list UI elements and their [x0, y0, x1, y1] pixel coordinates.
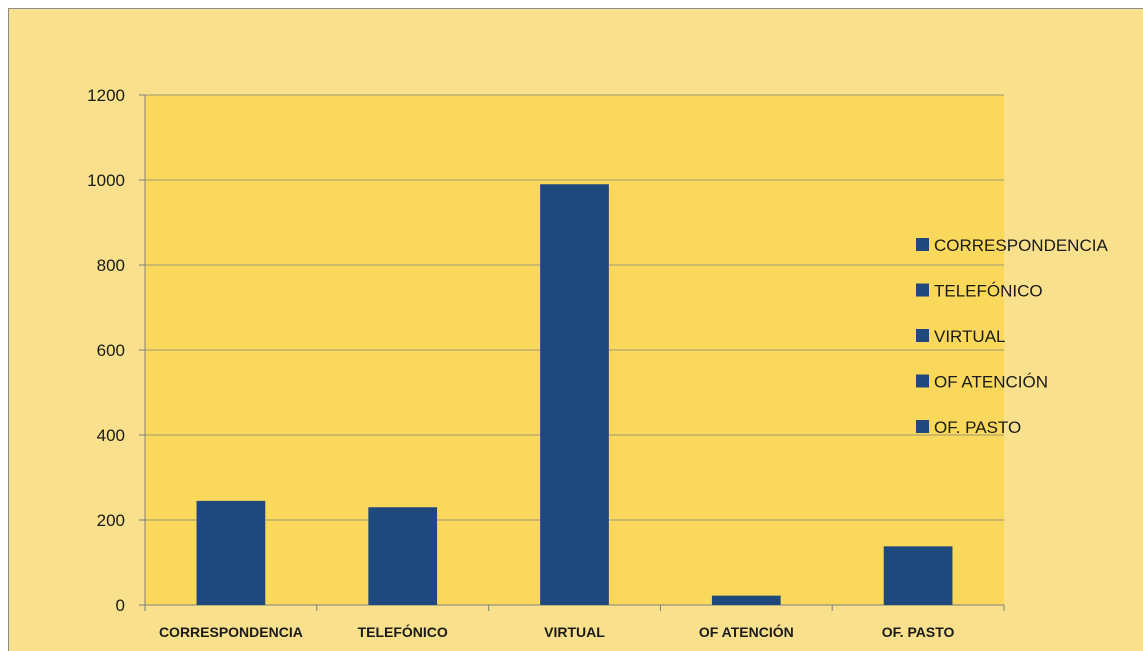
- legend: CORRESPONDENCIA TELEFÓNICO VIRTUAL OF ATENC…: [916, 236, 1108, 437]
- legend-label: TELEFÓNICO: [934, 282, 1043, 301]
- y-tick-label: 1200: [87, 86, 125, 105]
- legend-swatch: [916, 238, 929, 251]
- bar: [368, 507, 438, 605]
- y-tick-label: 200: [97, 511, 125, 530]
- bars: [196, 184, 953, 605]
- legend-swatch: [916, 329, 929, 342]
- x-category-label: OF. PASTO: [882, 624, 955, 640]
- y-tick-label: 600: [97, 341, 125, 360]
- x-axis-labels: CORRESPONDENCIA TELEFÓNICO VIRTUAL OF ATENC…: [159, 623, 955, 640]
- legend-label: VIRTUAL: [934, 327, 1006, 346]
- bar: [196, 500, 266, 605]
- y-tick-label: 400: [97, 426, 125, 445]
- y-axis-ticks: 0 200 400 600 800 1000 1200: [87, 86, 145, 615]
- x-category-label: VIRTUAL: [544, 624, 605, 640]
- y-tick-label: 0: [116, 596, 125, 615]
- y-tick-label: 800: [97, 256, 125, 275]
- bar: [883, 546, 953, 605]
- legend-swatch: [916, 283, 929, 297]
- legend-swatch: [916, 420, 929, 433]
- x-category-label: OF ATENCIÓN: [699, 623, 794, 640]
- legend-swatch: [916, 374, 929, 388]
- legend-label: CORRESPONDENCIA: [934, 236, 1108, 255]
- y-tick-label: 1000: [87, 171, 125, 190]
- legend-label: OF ATENCIÓN: [934, 373, 1048, 392]
- bar: [540, 184, 609, 605]
- legend-label: OF. PASTO: [934, 418, 1021, 437]
- x-category-label: TELEFÓNICO: [358, 623, 448, 640]
- bar: [711, 595, 781, 605]
- x-category-label: CORRESPONDENCIA: [159, 624, 303, 640]
